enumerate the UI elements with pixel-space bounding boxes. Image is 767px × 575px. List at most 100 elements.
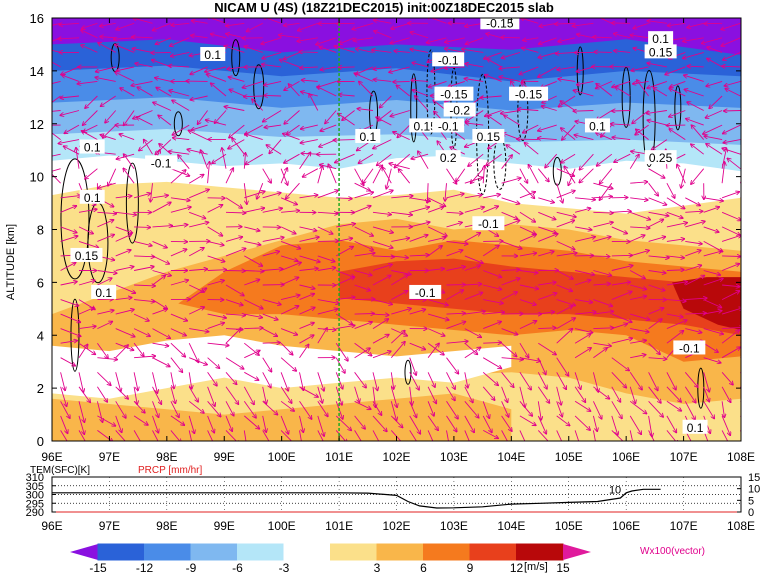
wind-vector bbox=[225, 299, 243, 306]
contour-lines bbox=[60, 39, 705, 409]
wind-vector bbox=[575, 226, 592, 230]
wind-vector bbox=[78, 240, 99, 247]
colorbar-tick-label: -12 bbox=[136, 561, 154, 575]
wind-vector bbox=[97, 342, 108, 358]
wind-vector bbox=[483, 206, 498, 213]
wind-vector bbox=[519, 226, 536, 234]
wind-vector bbox=[133, 415, 148, 425]
wind-vector bbox=[123, 110, 135, 126]
wind-vector bbox=[225, 197, 242, 208]
wind-vector bbox=[243, 96, 263, 97]
wind-vector bbox=[335, 342, 348, 361]
wind-vector bbox=[740, 240, 741, 242]
wind-vector bbox=[280, 168, 288, 186]
wind-vector bbox=[592, 401, 601, 419]
wind-vector bbox=[722, 124, 741, 134]
wind-vector bbox=[64, 124, 80, 133]
wind-vector bbox=[78, 299, 95, 310]
wind-vector bbox=[524, 143, 539, 155]
wind-vector bbox=[593, 348, 607, 359]
wind-vector bbox=[574, 372, 581, 389]
wind-vector bbox=[464, 233, 481, 242]
wind-vector bbox=[133, 430, 141, 441]
wind-vector bbox=[448, 80, 465, 87]
wind-vector bbox=[133, 313, 149, 321]
wind-vector bbox=[703, 401, 715, 419]
wind-vector bbox=[97, 270, 117, 274]
wind-vector bbox=[261, 37, 282, 44]
wind-vector bbox=[78, 415, 84, 435]
wind-vector bbox=[389, 66, 410, 73]
wind-vector bbox=[519, 234, 537, 242]
wind-vector bbox=[115, 415, 122, 433]
wind-vector bbox=[629, 430, 633, 441]
wind-vector bbox=[262, 193, 281, 199]
contour-18 bbox=[125, 162, 139, 244]
wind-vector bbox=[704, 136, 723, 141]
x-tick-label: 104E bbox=[497, 450, 525, 464]
wind-vector bbox=[519, 211, 536, 222]
wind-vector bbox=[501, 401, 509, 417]
wind-vector bbox=[334, 46, 355, 53]
wind-vector bbox=[465, 22, 484, 26]
wind-vector bbox=[427, 313, 449, 320]
wind-vector bbox=[574, 386, 586, 403]
wind-vector bbox=[483, 166, 484, 184]
vector-scale-label: Wx100(vector) bbox=[640, 546, 705, 557]
wind-vector bbox=[299, 152, 311, 169]
wind-vector bbox=[389, 163, 410, 170]
wind-vector bbox=[740, 269, 741, 271]
wind-vector bbox=[684, 89, 704, 97]
wind-vector bbox=[593, 284, 610, 285]
wind-vector bbox=[723, 111, 741, 112]
wind-vector bbox=[78, 430, 86, 441]
wind-vector bbox=[372, 190, 393, 199]
wind-vector bbox=[207, 226, 223, 236]
wind-vector bbox=[372, 415, 387, 432]
colorbar-tick-label: -6 bbox=[232, 561, 243, 575]
contour-label-bg bbox=[70, 247, 103, 262]
contour-label-bg bbox=[472, 128, 505, 143]
wind-vector bbox=[225, 415, 232, 432]
x-tick-label: 107E bbox=[670, 450, 698, 464]
wind-vector bbox=[52, 22, 61, 26]
wind-vector bbox=[685, 240, 702, 244]
wind-vector bbox=[317, 241, 339, 242]
panel-x-tick-label: 101E bbox=[325, 519, 353, 533]
wind-vector bbox=[372, 319, 389, 329]
wind-vector bbox=[280, 306, 299, 315]
wind-vector bbox=[519, 270, 538, 274]
wind-vector bbox=[464, 347, 481, 359]
wind-vector bbox=[390, 386, 397, 408]
wind-vector bbox=[630, 250, 649, 257]
wind-vector bbox=[611, 401, 622, 418]
y-tick-label: 6 bbox=[37, 275, 44, 290]
wind-vector bbox=[358, 153, 374, 163]
wind-vector bbox=[519, 321, 537, 330]
wind-vector bbox=[667, 22, 686, 26]
wind-vector bbox=[740, 328, 741, 330]
colorbar-segment bbox=[423, 543, 471, 561]
wind-vector bbox=[651, 139, 668, 151]
wind-vector bbox=[574, 237, 595, 242]
wind-vector bbox=[299, 335, 315, 344]
wind-vector bbox=[299, 294, 315, 301]
wind-vector bbox=[629, 386, 635, 404]
wind-vector bbox=[501, 197, 520, 204]
main-axes: 96E 97E 98E 99E 100E 101E 102E 103E 104E 105E 106E… bbox=[30, 11, 755, 464]
wind-vector bbox=[207, 386, 215, 407]
wind-vector bbox=[445, 183, 447, 201]
wind-vector bbox=[630, 35, 649, 39]
contour-label-bg bbox=[79, 139, 105, 154]
wind-vector bbox=[170, 415, 185, 425]
wind-vector bbox=[485, 75, 502, 82]
wind-vector bbox=[60, 206, 77, 213]
wind-vector bbox=[685, 211, 703, 212]
wind-vector bbox=[685, 250, 701, 257]
wind-vector bbox=[595, 80, 612, 88]
wind-vector bbox=[354, 240, 374, 250]
wind-vector bbox=[339, 37, 355, 44]
wind-vector bbox=[170, 168, 190, 176]
wind-vector bbox=[391, 275, 408, 286]
wind-vector bbox=[280, 386, 292, 404]
